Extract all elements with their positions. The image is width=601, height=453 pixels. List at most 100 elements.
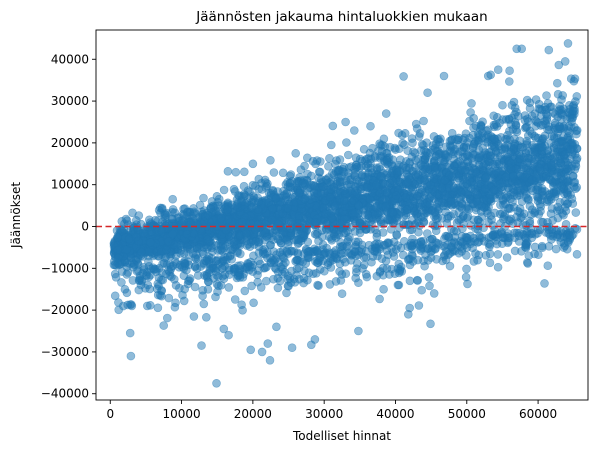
data-point — [125, 328, 135, 338]
chart-title: Jäännösten jakauma hintaluokkien mukaan — [195, 9, 487, 25]
data-point — [465, 166, 475, 175]
data-point — [464, 205, 474, 214]
data-point — [353, 237, 363, 246]
data-point — [310, 217, 320, 227]
data-point — [540, 279, 549, 288]
data-point — [354, 201, 364, 211]
data-point — [395, 266, 405, 276]
data-point — [430, 163, 440, 172]
data-point — [217, 213, 226, 223]
data-point — [247, 281, 256, 291]
data-point — [343, 150, 353, 160]
data-point — [294, 263, 304, 273]
data-point — [163, 237, 173, 246]
data-point — [371, 202, 381, 212]
data-point — [385, 270, 394, 279]
data-point — [335, 267, 344, 276]
y-tick-label: −20000 — [41, 303, 89, 317]
data-point — [501, 199, 510, 209]
data-point — [427, 206, 437, 215]
y-tick-label: −40000 — [41, 387, 89, 401]
data-point — [542, 91, 551, 100]
data-point — [303, 251, 313, 260]
data-point — [326, 140, 336, 150]
data-point — [293, 235, 303, 245]
data-point — [310, 335, 320, 344]
data-point — [521, 239, 531, 249]
data-point — [566, 145, 576, 154]
data-point — [376, 172, 386, 181]
data-point — [168, 229, 177, 239]
data-point — [504, 215, 514, 225]
data-point — [364, 214, 374, 223]
data-point — [555, 101, 565, 111]
data-point — [313, 189, 322, 198]
data-point — [537, 241, 547, 251]
data-point — [275, 204, 285, 214]
data-point — [384, 153, 394, 162]
data-point — [350, 208, 360, 218]
data-point — [529, 159, 539, 168]
data-point — [502, 135, 512, 144]
data-point — [498, 100, 507, 110]
data-point — [474, 161, 484, 170]
data-point — [517, 44, 527, 54]
data-point — [157, 291, 166, 301]
data-point — [417, 285, 427, 295]
data-point — [300, 161, 309, 171]
data-point — [408, 138, 417, 148]
data-point — [531, 95, 541, 104]
data-point — [467, 99, 476, 108]
data-point — [176, 241, 185, 250]
data-point — [432, 254, 441, 264]
y-axis-label: Jäännökset — [9, 182, 23, 249]
data-point — [425, 281, 434, 291]
data-point — [558, 175, 568, 185]
data-point — [113, 253, 123, 263]
data-point — [203, 211, 213, 220]
data-point — [513, 111, 523, 121]
data-point — [362, 183, 372, 192]
x-tick-label: 50000 — [448, 407, 486, 421]
data-point — [485, 249, 495, 259]
data-point — [543, 218, 552, 227]
data-point — [132, 266, 142, 276]
data-point — [282, 247, 292, 257]
data-point — [563, 186, 573, 195]
data-point — [563, 198, 573, 208]
data-point — [195, 243, 204, 252]
data-point — [457, 147, 467, 156]
data-point — [405, 276, 415, 286]
data-point — [148, 263, 158, 273]
data-point — [219, 185, 229, 195]
data-point — [462, 264, 471, 274]
data-point — [244, 240, 253, 249]
data-point — [120, 284, 130, 294]
data-point — [326, 234, 336, 243]
data-point — [506, 158, 516, 168]
data-point — [455, 202, 465, 211]
data-point — [359, 252, 369, 262]
data-point — [376, 141, 385, 150]
data-point — [292, 255, 302, 265]
x-tick-label: 20000 — [234, 407, 272, 421]
data-point — [553, 89, 563, 99]
data-point — [381, 109, 391, 118]
data-point — [197, 341, 206, 350]
data-point — [291, 149, 301, 158]
data-point — [522, 136, 532, 146]
data-point — [546, 235, 556, 244]
data-point — [139, 265, 149, 274]
data-point — [425, 193, 435, 203]
points-layer — [109, 39, 582, 388]
data-point — [403, 309, 413, 319]
data-point — [519, 163, 529, 172]
data-point — [294, 188, 304, 198]
data-point — [510, 228, 519, 238]
data-point — [222, 255, 231, 265]
data-point — [504, 126, 514, 136]
x-tick-label: 60000 — [519, 407, 557, 421]
data-point — [457, 165, 467, 175]
data-point — [311, 159, 320, 169]
data-point — [254, 248, 264, 258]
